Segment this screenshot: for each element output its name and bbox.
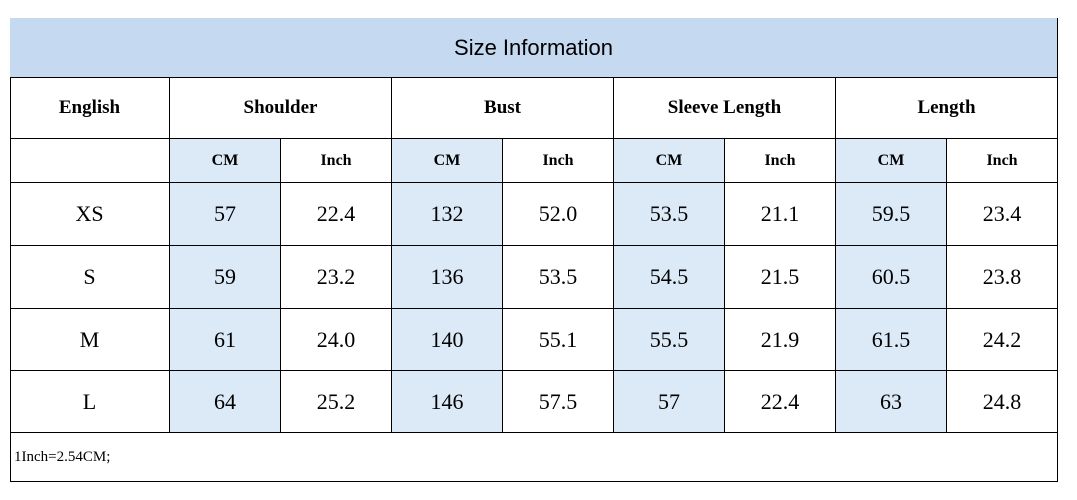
size-value: 63 <box>836 371 947 433</box>
size-value: 132 <box>392 183 503 246</box>
size-value: 24.8 <box>947 371 1058 433</box>
unit-header: CM <box>392 139 503 183</box>
size-label: M <box>10 309 170 371</box>
size-value: 59 <box>170 246 281 309</box>
size-value: 23.2 <box>281 246 392 309</box>
unit-header: CM <box>614 139 725 183</box>
size-value: 54.5 <box>614 246 725 309</box>
unit-header: CM <box>836 139 947 183</box>
column-header: English <box>10 78 170 139</box>
footnote: 1Inch=2.54CM; <box>10 433 1058 482</box>
column-header: Shoulder <box>170 78 392 139</box>
size-value: 136 <box>392 246 503 309</box>
size-value: 24.0 <box>281 309 392 371</box>
size-value: 53.5 <box>503 246 614 309</box>
column-header: Sleeve Length <box>614 78 836 139</box>
size-value: 146 <box>392 371 503 433</box>
size-value: 25.2 <box>281 371 392 433</box>
size-value: 55.1 <box>503 309 614 371</box>
size-value: 23.4 <box>947 183 1058 246</box>
size-value: 52.0 <box>503 183 614 246</box>
unit-header: Inch <box>947 139 1058 183</box>
title: Size Information <box>10 18 1058 78</box>
size-label: XS <box>10 183 170 246</box>
size-value: 53.5 <box>614 183 725 246</box>
size-label: L <box>10 371 170 433</box>
size-value: 22.4 <box>281 183 392 246</box>
size-value: 64 <box>170 371 281 433</box>
size-value: 61.5 <box>836 309 947 371</box>
size-value: 22.4 <box>725 371 836 433</box>
size-value: 140 <box>392 309 503 371</box>
size-value: 55.5 <box>614 309 725 371</box>
column-header: Bust <box>392 78 614 139</box>
size-value: 60.5 <box>836 246 947 309</box>
size-value: 24.2 <box>947 309 1058 371</box>
size-value: 21.1 <box>725 183 836 246</box>
size-value: 61 <box>170 309 281 371</box>
size-label: S <box>10 246 170 309</box>
size-value: 57 <box>614 371 725 433</box>
column-header: Length <box>836 78 1058 139</box>
unit-header: CM <box>170 139 281 183</box>
size-value: 57.5 <box>503 371 614 433</box>
unit-header: Inch <box>503 139 614 183</box>
size-value: 21.9 <box>725 309 836 371</box>
size-value: 23.8 <box>947 246 1058 309</box>
unit-cell <box>10 139 170 183</box>
size-value: 57 <box>170 183 281 246</box>
unit-header: Inch <box>725 139 836 183</box>
size-value: 21.5 <box>725 246 836 309</box>
unit-header: Inch <box>281 139 392 183</box>
size-value: 59.5 <box>836 183 947 246</box>
